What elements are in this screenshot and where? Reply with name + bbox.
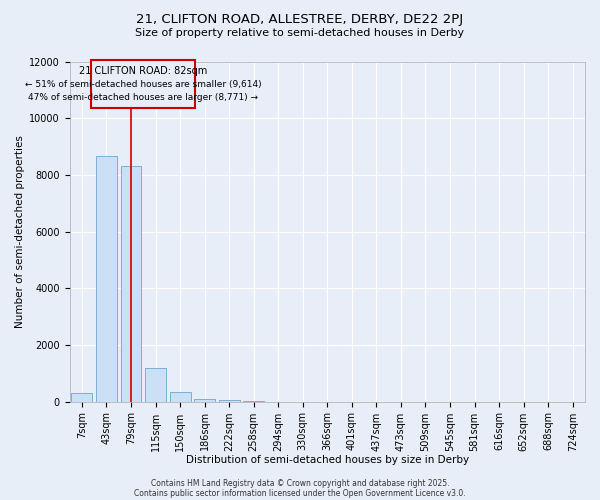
Text: Contains HM Land Registry data © Crown copyright and database right 2025.: Contains HM Land Registry data © Crown c… (151, 478, 449, 488)
Text: Size of property relative to semi-detached houses in Derby: Size of property relative to semi-detach… (136, 28, 464, 38)
Text: 21, CLIFTON ROAD, ALLESTREE, DERBY, DE22 2PJ: 21, CLIFTON ROAD, ALLESTREE, DERBY, DE22… (136, 12, 464, 26)
Text: ← 51% of semi-detached houses are smaller (9,614): ← 51% of semi-detached houses are smalle… (25, 80, 262, 88)
Bar (91, 60, 195, 108)
Bar (71, 393, 92, 402)
Text: 47% of semi-detached houses are larger (8,771) →: 47% of semi-detached houses are larger (… (28, 93, 258, 102)
Bar (121, 166, 142, 402)
Bar (145, 368, 166, 402)
Y-axis label: Number of semi-detached properties: Number of semi-detached properties (15, 135, 25, 328)
Text: 21 CLIFTON ROAD: 82sqm: 21 CLIFTON ROAD: 82sqm (79, 66, 208, 76)
Bar (96, 156, 117, 402)
Text: Contains public sector information licensed under the Open Government Licence v3: Contains public sector information licen… (134, 488, 466, 498)
X-axis label: Distribution of semi-detached houses by size in Derby: Distribution of semi-detached houses by … (186, 455, 469, 465)
Bar (194, 399, 215, 402)
Bar (170, 392, 191, 402)
Bar (219, 400, 239, 402)
